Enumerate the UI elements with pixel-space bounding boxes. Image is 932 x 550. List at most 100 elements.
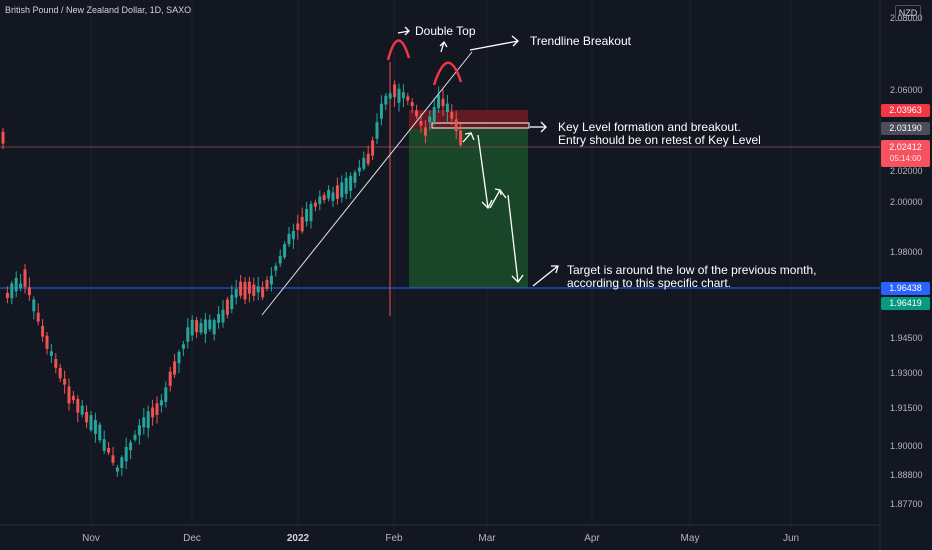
candle-body — [203, 319, 207, 334]
candle-body — [252, 284, 256, 296]
candle-body — [283, 244, 287, 258]
candle-body — [93, 420, 97, 434]
candle-body — [27, 287, 31, 296]
note-double-top[interactable]: Double Top — [415, 24, 476, 38]
price-tick: 1.93000 — [890, 368, 923, 378]
price-tick: 1.87700 — [890, 499, 923, 509]
candle-body — [137, 425, 141, 436]
time-tick: Dec — [183, 533, 201, 544]
candle-body — [393, 84, 397, 98]
candle-body — [129, 442, 133, 451]
candle-body — [225, 299, 229, 315]
candle-body — [445, 103, 449, 112]
candle-body — [36, 312, 40, 322]
arrow-drop-2 — [507, 194, 524, 284]
candle-body — [265, 280, 269, 289]
price-tick: 2.08000 — [890, 13, 923, 23]
candle-body — [322, 194, 326, 201]
candle-body — [243, 281, 247, 300]
candle-body — [115, 467, 119, 472]
candle-body — [296, 223, 300, 230]
candle-body — [10, 283, 14, 299]
candle-body — [173, 361, 177, 375]
take-profit-zone — [409, 129, 528, 288]
candle-body — [261, 287, 265, 298]
arrow-bounce — [489, 188, 507, 209]
candle-body — [415, 110, 419, 117]
candle-body — [318, 196, 322, 205]
trendline[interactable] — [261, 51, 473, 316]
price-tick: 2.02000 — [890, 166, 923, 176]
price-tag-stop: 2.03963 — [881, 104, 930, 117]
currency-selector[interactable]: NZD — [895, 5, 921, 21]
time-tick: Jun — [782, 533, 800, 544]
candle-body — [331, 192, 335, 201]
candle-body — [14, 277, 18, 292]
price-tag-key-level: 2.03190 — [881, 122, 930, 135]
candle-body — [437, 94, 441, 109]
candle-body — [1, 131, 5, 144]
note-key-level-line1: Key Level formation and breakout. — [558, 120, 741, 134]
note-key-level[interactable]: Key Level formation and breakout. Entry … — [558, 121, 761, 147]
candle-body — [450, 111, 454, 119]
price-tick: 1.94500 — [890, 333, 923, 343]
candle-body — [366, 153, 370, 164]
note-trendline-breakout[interactable]: Trendline Breakout — [530, 34, 631, 48]
candle-body — [19, 283, 23, 289]
candle-body — [212, 320, 216, 335]
candle-body — [269, 275, 273, 285]
candle-body — [291, 230, 295, 240]
arrow-drop-1 — [477, 134, 493, 210]
price-tag-current: 2.02412 05:14:00 — [881, 140, 930, 167]
price-tick: 1.98000 — [890, 247, 923, 257]
candle-body — [45, 335, 49, 349]
candle-body — [71, 395, 75, 401]
price-tick: 1.88800 — [890, 470, 923, 480]
price-tag-target: 1.96419 — [881, 297, 930, 310]
time-tick: Mar — [478, 533, 496, 544]
symbol-title[interactable]: British Pound / New Zealand Dollar, 1D, … — [5, 5, 192, 15]
candlestick-series — [1, 80, 463, 477]
candle-body — [142, 417, 146, 428]
candle-body — [388, 93, 392, 99]
candle-body — [234, 289, 238, 298]
candle-body — [63, 378, 67, 385]
arrow-double-top — [397, 26, 410, 36]
candle-body — [397, 88, 401, 103]
candle-body — [371, 140, 375, 156]
double-top-arc-2 — [432, 61, 463, 86]
candle-body — [32, 299, 36, 312]
candle-body — [98, 424, 102, 441]
candle-body — [454, 119, 458, 132]
price-tick: 1.91500 — [890, 403, 923, 413]
price-tick: 2.00000 — [890, 197, 923, 207]
note-target-line2: according to this specific chart. — [567, 276, 732, 290]
candle-body — [362, 157, 366, 169]
candle-body — [221, 309, 225, 323]
candle-body — [181, 344, 185, 349]
arrow-trendline-breakout — [469, 35, 519, 51]
time-tick: May — [680, 533, 700, 544]
candle-body — [305, 208, 309, 222]
candle-body — [344, 177, 348, 195]
candle-body — [151, 407, 155, 418]
time-tick: Apr — [584, 533, 600, 544]
candle-body — [111, 455, 115, 463]
candle-body — [357, 167, 361, 172]
candle-body — [146, 411, 150, 428]
candle-body — [58, 367, 62, 379]
candle-body — [41, 325, 45, 337]
note-target[interactable]: Target is around the low of the previous… — [567, 264, 816, 290]
candle-body — [89, 415, 93, 431]
candle-body — [379, 103, 383, 119]
candle-body — [419, 120, 423, 126]
price-tick: 1.90000 — [890, 441, 923, 451]
candle-body — [353, 172, 357, 183]
arrow-retest — [462, 131, 475, 143]
candle-body — [441, 98, 445, 107]
candle-body — [54, 359, 58, 368]
arrow-key-level — [530, 121, 547, 133]
candle-body — [107, 447, 111, 453]
candle-body — [177, 351, 181, 364]
